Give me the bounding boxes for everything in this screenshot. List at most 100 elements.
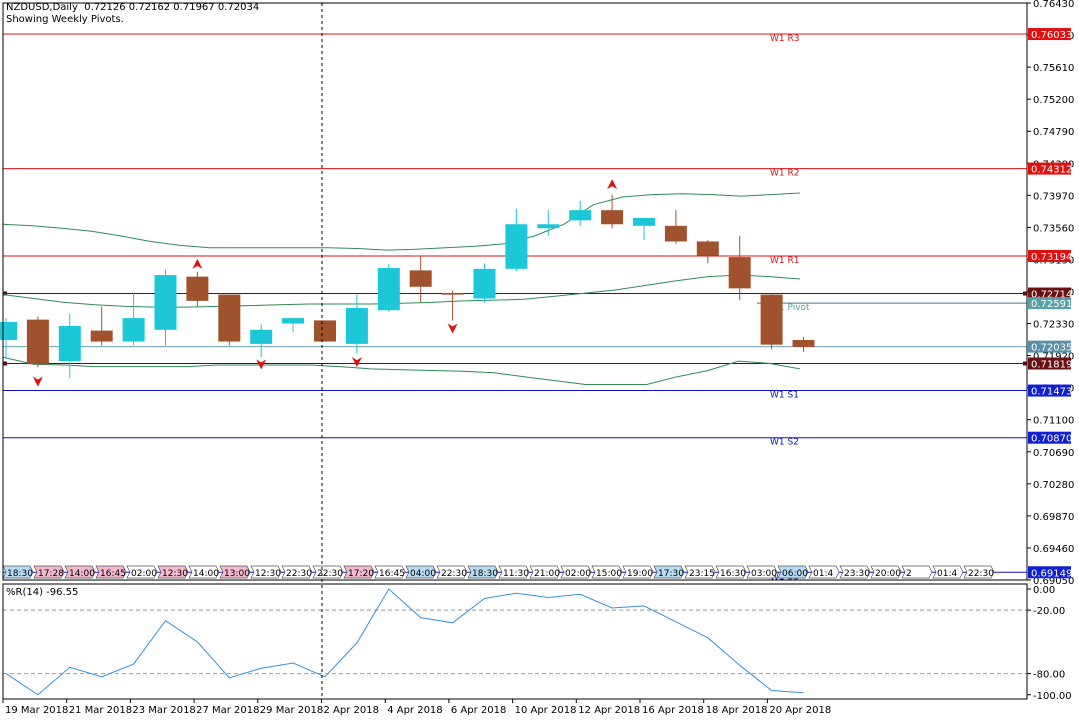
- candle-body[interactable]: [664, 225, 687, 242]
- session-tag-label: 14:00: [69, 569, 95, 579]
- y-tick-label: 0.69870: [1033, 512, 1074, 523]
- fractal-arrow-icon: [447, 323, 458, 334]
- wpr-tick-label: -80.00: [1033, 670, 1065, 681]
- candle-body[interactable]: [90, 330, 113, 342]
- session-tag: [777, 565, 809, 579]
- upper-envelope-line: [2, 192, 801, 251]
- session-tag-label: 16:45: [100, 569, 126, 579]
- session-tag-label: 17:30: [658, 569, 684, 579]
- session-tag: [95, 565, 127, 579]
- wpr-indicator-plot[interactable]: [3, 588, 1027, 696]
- pivot-label: W1 R2: [770, 169, 799, 179]
- price-box: [1028, 340, 1071, 353]
- price-box-label: 0.74312: [1031, 165, 1072, 176]
- session-tag-label: 12:30: [255, 569, 281, 579]
- price-box-label: 0.72035: [1031, 343, 1072, 354]
- candle-body[interactable]: [441, 293, 464, 295]
- session-tag: [808, 565, 840, 579]
- candle-body[interactable]: [569, 210, 592, 221]
- candle-body[interactable]: [792, 339, 815, 348]
- x-tick-label: 20 Apr 2018: [769, 705, 831, 716]
- session-tag-label: 22:30: [441, 569, 467, 579]
- x-tick-label: 2 Apr 2018: [324, 705, 379, 716]
- y-tick-label: 0.75200: [1033, 95, 1074, 106]
- candle-body[interactable]: [505, 224, 528, 269]
- x-tick-label: 23 Mar 2018: [132, 705, 195, 716]
- session-tag: [33, 565, 65, 579]
- y-tick-label: 0.69050: [1033, 576, 1074, 587]
- x-tick-label: 4 Apr 2018: [387, 705, 442, 716]
- pivot-label: W1 Pivot: [770, 303, 810, 313]
- session-tag: [746, 565, 778, 579]
- session-tag-label: 12:30: [162, 569, 188, 579]
- price-box: [1028, 250, 1071, 263]
- candle-body[interactable]: [696, 241, 719, 256]
- session-tag: [653, 565, 685, 579]
- candle-body[interactable]: [633, 218, 655, 226]
- candle-body[interactable]: [154, 275, 177, 330]
- session-tag-label: 19:00: [627, 569, 653, 579]
- candle-body[interactable]: [58, 325, 81, 362]
- session-tag: [188, 565, 220, 579]
- pivot-label: W1 S2: [770, 438, 799, 448]
- price-box: [1028, 566, 1071, 579]
- session-tag-label: 13:00: [224, 569, 250, 579]
- session-tag: [715, 565, 747, 579]
- candle-body[interactable]: [537, 224, 560, 229]
- session-tag-label: 22:30: [286, 569, 312, 579]
- price-box-label: 0.71819: [1031, 360, 1072, 371]
- y-tick-label: 0.72330: [1033, 320, 1074, 331]
- candle-body[interactable]: [728, 257, 751, 289]
- session-tag-label: 23:30: [844, 569, 870, 579]
- candle-body[interactable]: [314, 320, 336, 342]
- fractal-arrow-icon: [351, 357, 362, 368]
- wpr-tick-label: 0.00: [1033, 585, 1055, 596]
- y-tick-label: 0.76430: [1033, 0, 1074, 10]
- wpr-label: %R(14) -96.55: [6, 587, 79, 598]
- pivot-label: W1 R3: [770, 34, 799, 44]
- candle-body[interactable]: [377, 268, 400, 311]
- candle-body[interactable]: [122, 318, 145, 342]
- candle-body[interactable]: [282, 318, 305, 324]
- session-tag: [312, 565, 344, 579]
- price-box: [1028, 357, 1071, 370]
- session-tag: [684, 565, 716, 579]
- session-tag: [281, 565, 313, 579]
- candle-body[interactable]: [250, 329, 273, 344]
- candle-body[interactable]: [760, 294, 783, 345]
- price-box-label: 0.71473: [1031, 387, 1072, 398]
- fractal-arrow-icon: [607, 179, 618, 190]
- x-tick-label: 12 Apr 2018: [578, 705, 640, 716]
- y-tick-label: 0.69460: [1033, 544, 1074, 555]
- lower-envelope-line: [2, 356, 801, 385]
- session-tag-label: 03:00: [751, 569, 777, 579]
- x-tick-label: 27 Mar 2018: [196, 705, 259, 716]
- x-tick-label: 6 Apr 2018: [451, 705, 506, 716]
- candle-body[interactable]: [218, 294, 241, 342]
- wpr-tick-label: -100.00: [1033, 691, 1072, 702]
- candle-body[interactable]: [26, 319, 49, 365]
- candle-body[interactable]: [186, 276, 209, 301]
- session-tag: [839, 565, 871, 579]
- session-tag: [529, 565, 561, 579]
- x-tick-label: 19 Mar 2018: [5, 705, 68, 716]
- candle-body[interactable]: [473, 268, 496, 299]
- price-box: [1028, 28, 1071, 41]
- y-tick-label: 0.74790: [1033, 127, 1074, 138]
- session-tag: [250, 565, 282, 579]
- candle-body[interactable]: [0, 321, 17, 340]
- candle-body[interactable]: [345, 307, 368, 344]
- session-tag-label: 2: [906, 569, 912, 579]
- session-tag-label: 14:00: [193, 569, 219, 579]
- middle-envelope-line: [2, 274, 801, 308]
- y-tick-label: 0.73560: [1033, 223, 1074, 234]
- y-tick-label: 0.73970: [1033, 191, 1074, 202]
- price-box-label: 0.76033: [1031, 30, 1072, 41]
- candle-body[interactable]: [601, 210, 624, 225]
- y-tick-label: 0.75610: [1033, 63, 1074, 74]
- wpr-line: [5, 588, 804, 696]
- candle-body[interactable]: [409, 270, 432, 287]
- session-tag-label: 01:4: [813, 569, 833, 579]
